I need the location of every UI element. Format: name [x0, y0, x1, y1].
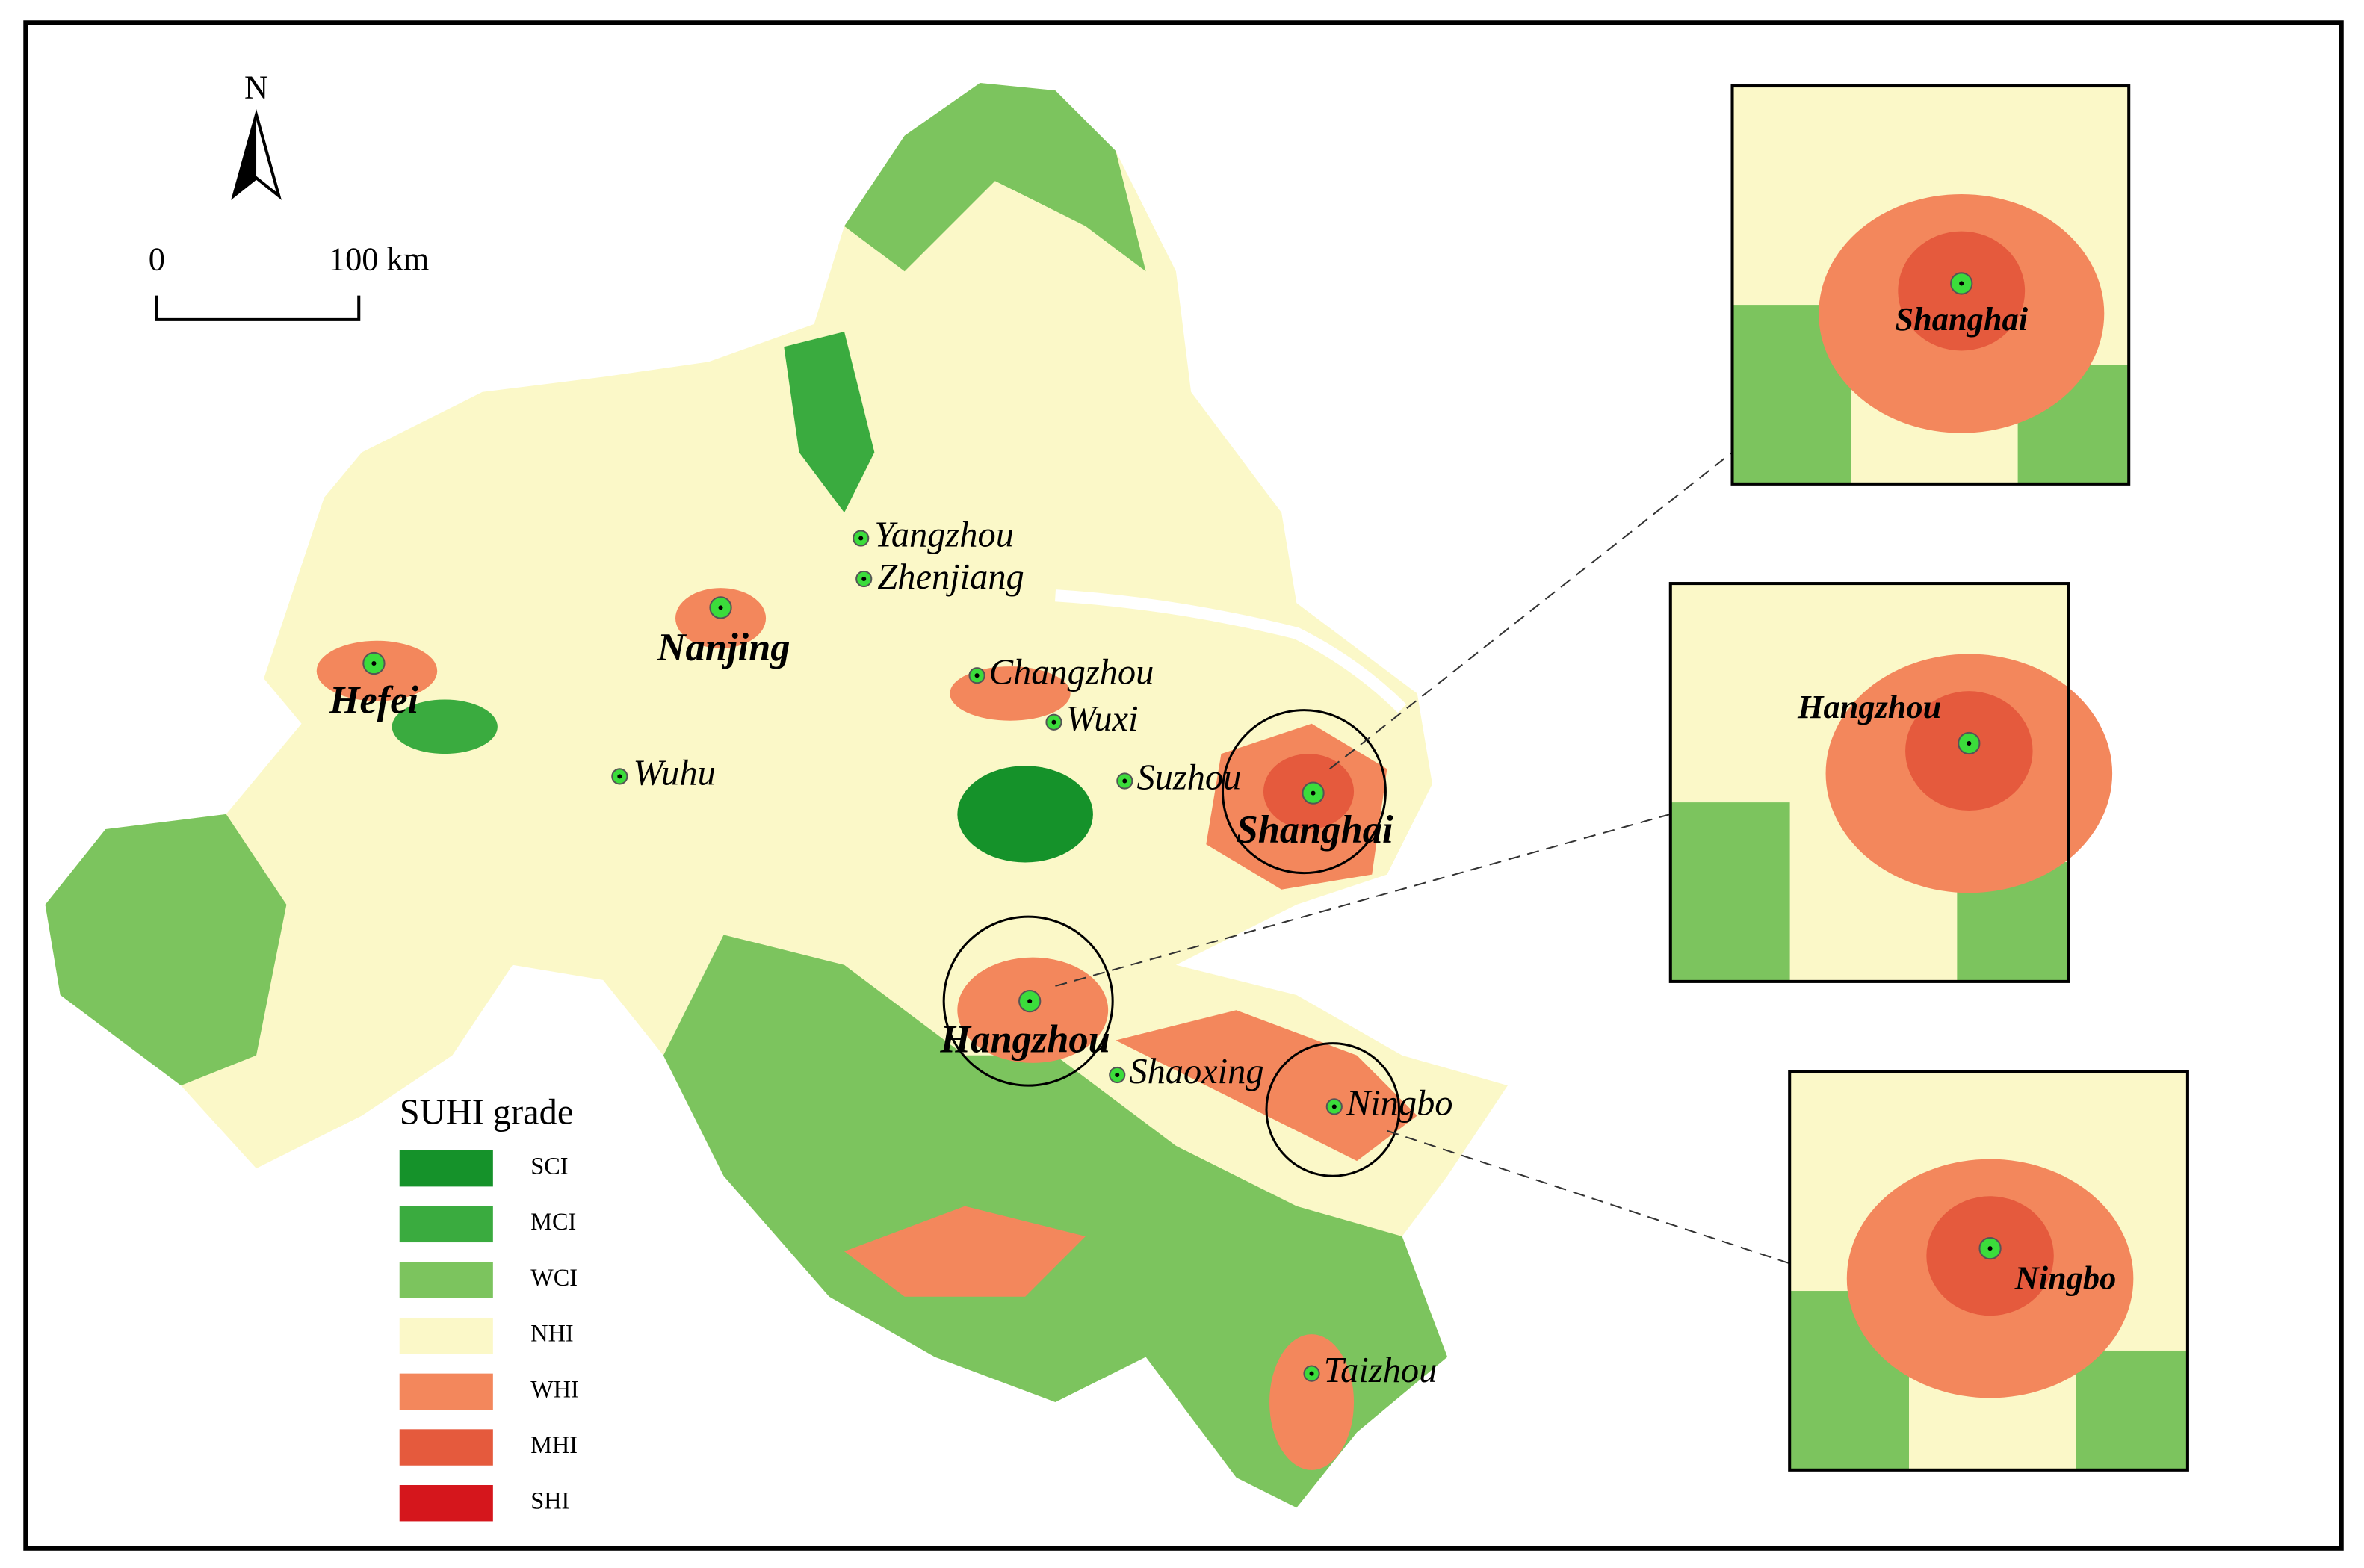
city-marker-center: [1051, 719, 1056, 725]
city-marker-center: [861, 576, 867, 582]
legend-swatch: [399, 1206, 493, 1243]
legend-title: SUHI grade: [400, 1093, 574, 1132]
urban-area: [1269, 1334, 1355, 1470]
focus-circle: [1221, 709, 1387, 875]
city-marker-center: [1115, 1072, 1120, 1078]
city-marker-center: [371, 661, 377, 666]
inset-label: Shanghai: [1895, 300, 2028, 338]
city-label: Changzhou: [989, 652, 1154, 692]
city-marker-center: [1027, 999, 1033, 1004]
frame: [23, 20, 2344, 1551]
legend-swatch: [399, 1262, 493, 1298]
inset-marker-center: [1959, 281, 1964, 286]
green-area: [663, 935, 1448, 1508]
inset-marker-center: [1987, 1246, 1993, 1251]
city-label: Shaoxing: [1129, 1052, 1263, 1091]
leader-line: [1387, 1129, 1790, 1265]
green-area: [844, 83, 1146, 272]
legend-label: NHI: [530, 1320, 573, 1347]
inset-label: Hangzhou: [1797, 688, 1941, 725]
legend-label: SCI: [530, 1153, 568, 1180]
legend-swatch: [399, 1317, 493, 1354]
city-label: Zhenjiang: [877, 557, 1024, 597]
city-marker-center: [1331, 1104, 1337, 1109]
legend-label: MCI: [530, 1208, 576, 1235]
north-label: N: [244, 68, 268, 105]
leader-line: [1055, 813, 1671, 987]
scale-end: 100 km: [329, 240, 429, 277]
city-marker-center: [617, 774, 622, 779]
green-area: [784, 332, 875, 513]
legend-swatch: [399, 1373, 493, 1410]
city-label: Hangzhou: [939, 1018, 1110, 1062]
inset-label: Ningbo: [2014, 1259, 2117, 1297]
inset-green: [2076, 1350, 2188, 1470]
legend-swatch: [399, 1150, 493, 1187]
legend-label: SHI: [530, 1487, 569, 1514]
city-label: Nanjing: [657, 626, 790, 669]
inset-green: [1670, 802, 1790, 982]
inset-frame: [1788, 1070, 2189, 1472]
urban-area: [1116, 1010, 1417, 1162]
green-area: [45, 814, 287, 1086]
legend-label: WHI: [530, 1375, 578, 1402]
city-marker-center: [858, 536, 864, 541]
lake: [392, 699, 498, 754]
region-map: [45, 83, 1508, 1508]
inset-marker-center: [1967, 740, 1972, 746]
inset-frame: [1668, 582, 2070, 983]
river: [1054, 589, 1407, 713]
legend-label: MHI: [530, 1431, 578, 1458]
city-label: Wuxi: [1066, 699, 1139, 739]
city-marker-center: [974, 673, 980, 678]
urban-area: [844, 1206, 1086, 1297]
city-label: Yangzhou: [874, 515, 1014, 555]
city-label: Taizhou: [1324, 1351, 1438, 1390]
city-marker-center: [1122, 778, 1127, 784]
city-marker-center: [718, 605, 723, 610]
city-label: Shanghai: [1237, 808, 1393, 852]
focus-circle: [1265, 1042, 1401, 1177]
leader-line: [1329, 451, 1733, 770]
city-marker-center: [1311, 790, 1316, 796]
focus-circle: [942, 915, 1114, 1087]
city-label: Wuhu: [634, 754, 716, 793]
city-label: Hefei: [329, 679, 419, 722]
legend-swatch: [399, 1429, 493, 1466]
inset-frame: [1730, 84, 2131, 486]
city-label: Suzhou: [1136, 758, 1241, 798]
city-marker-center: [1309, 1371, 1314, 1376]
scale-bar: [155, 295, 361, 321]
lake: [957, 766, 1093, 863]
legend-swatch: [399, 1484, 493, 1522]
scale-start: 0: [149, 240, 165, 277]
legend-label: WCI: [530, 1264, 578, 1291]
